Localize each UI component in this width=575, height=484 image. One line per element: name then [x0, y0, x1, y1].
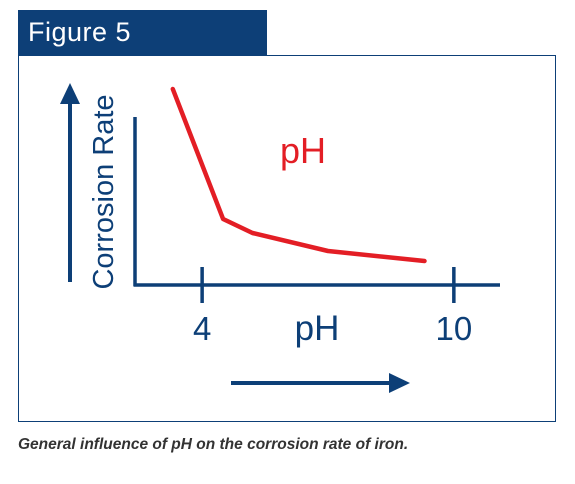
- x-direction-arrow-head: [389, 373, 410, 393]
- figure-caption: General influence of pH on the corrosion…: [18, 436, 409, 453]
- x-ticks: 4 10: [193, 267, 472, 347]
- x-tick-label-4: 4: [193, 310, 211, 347]
- x-tick-label-10: 10: [435, 310, 472, 347]
- figure-frame: [18, 55, 556, 422]
- y-direction-arrow-head: [60, 83, 80, 104]
- figure-label: Figure 5: [18, 10, 267, 55]
- corrosion-curve: [170, 86, 427, 264]
- y-axis-label: Corrosion Rate: [88, 94, 120, 289]
- x-axis-label: pH: [295, 309, 340, 348]
- curve-annotation: pH: [280, 130, 326, 171]
